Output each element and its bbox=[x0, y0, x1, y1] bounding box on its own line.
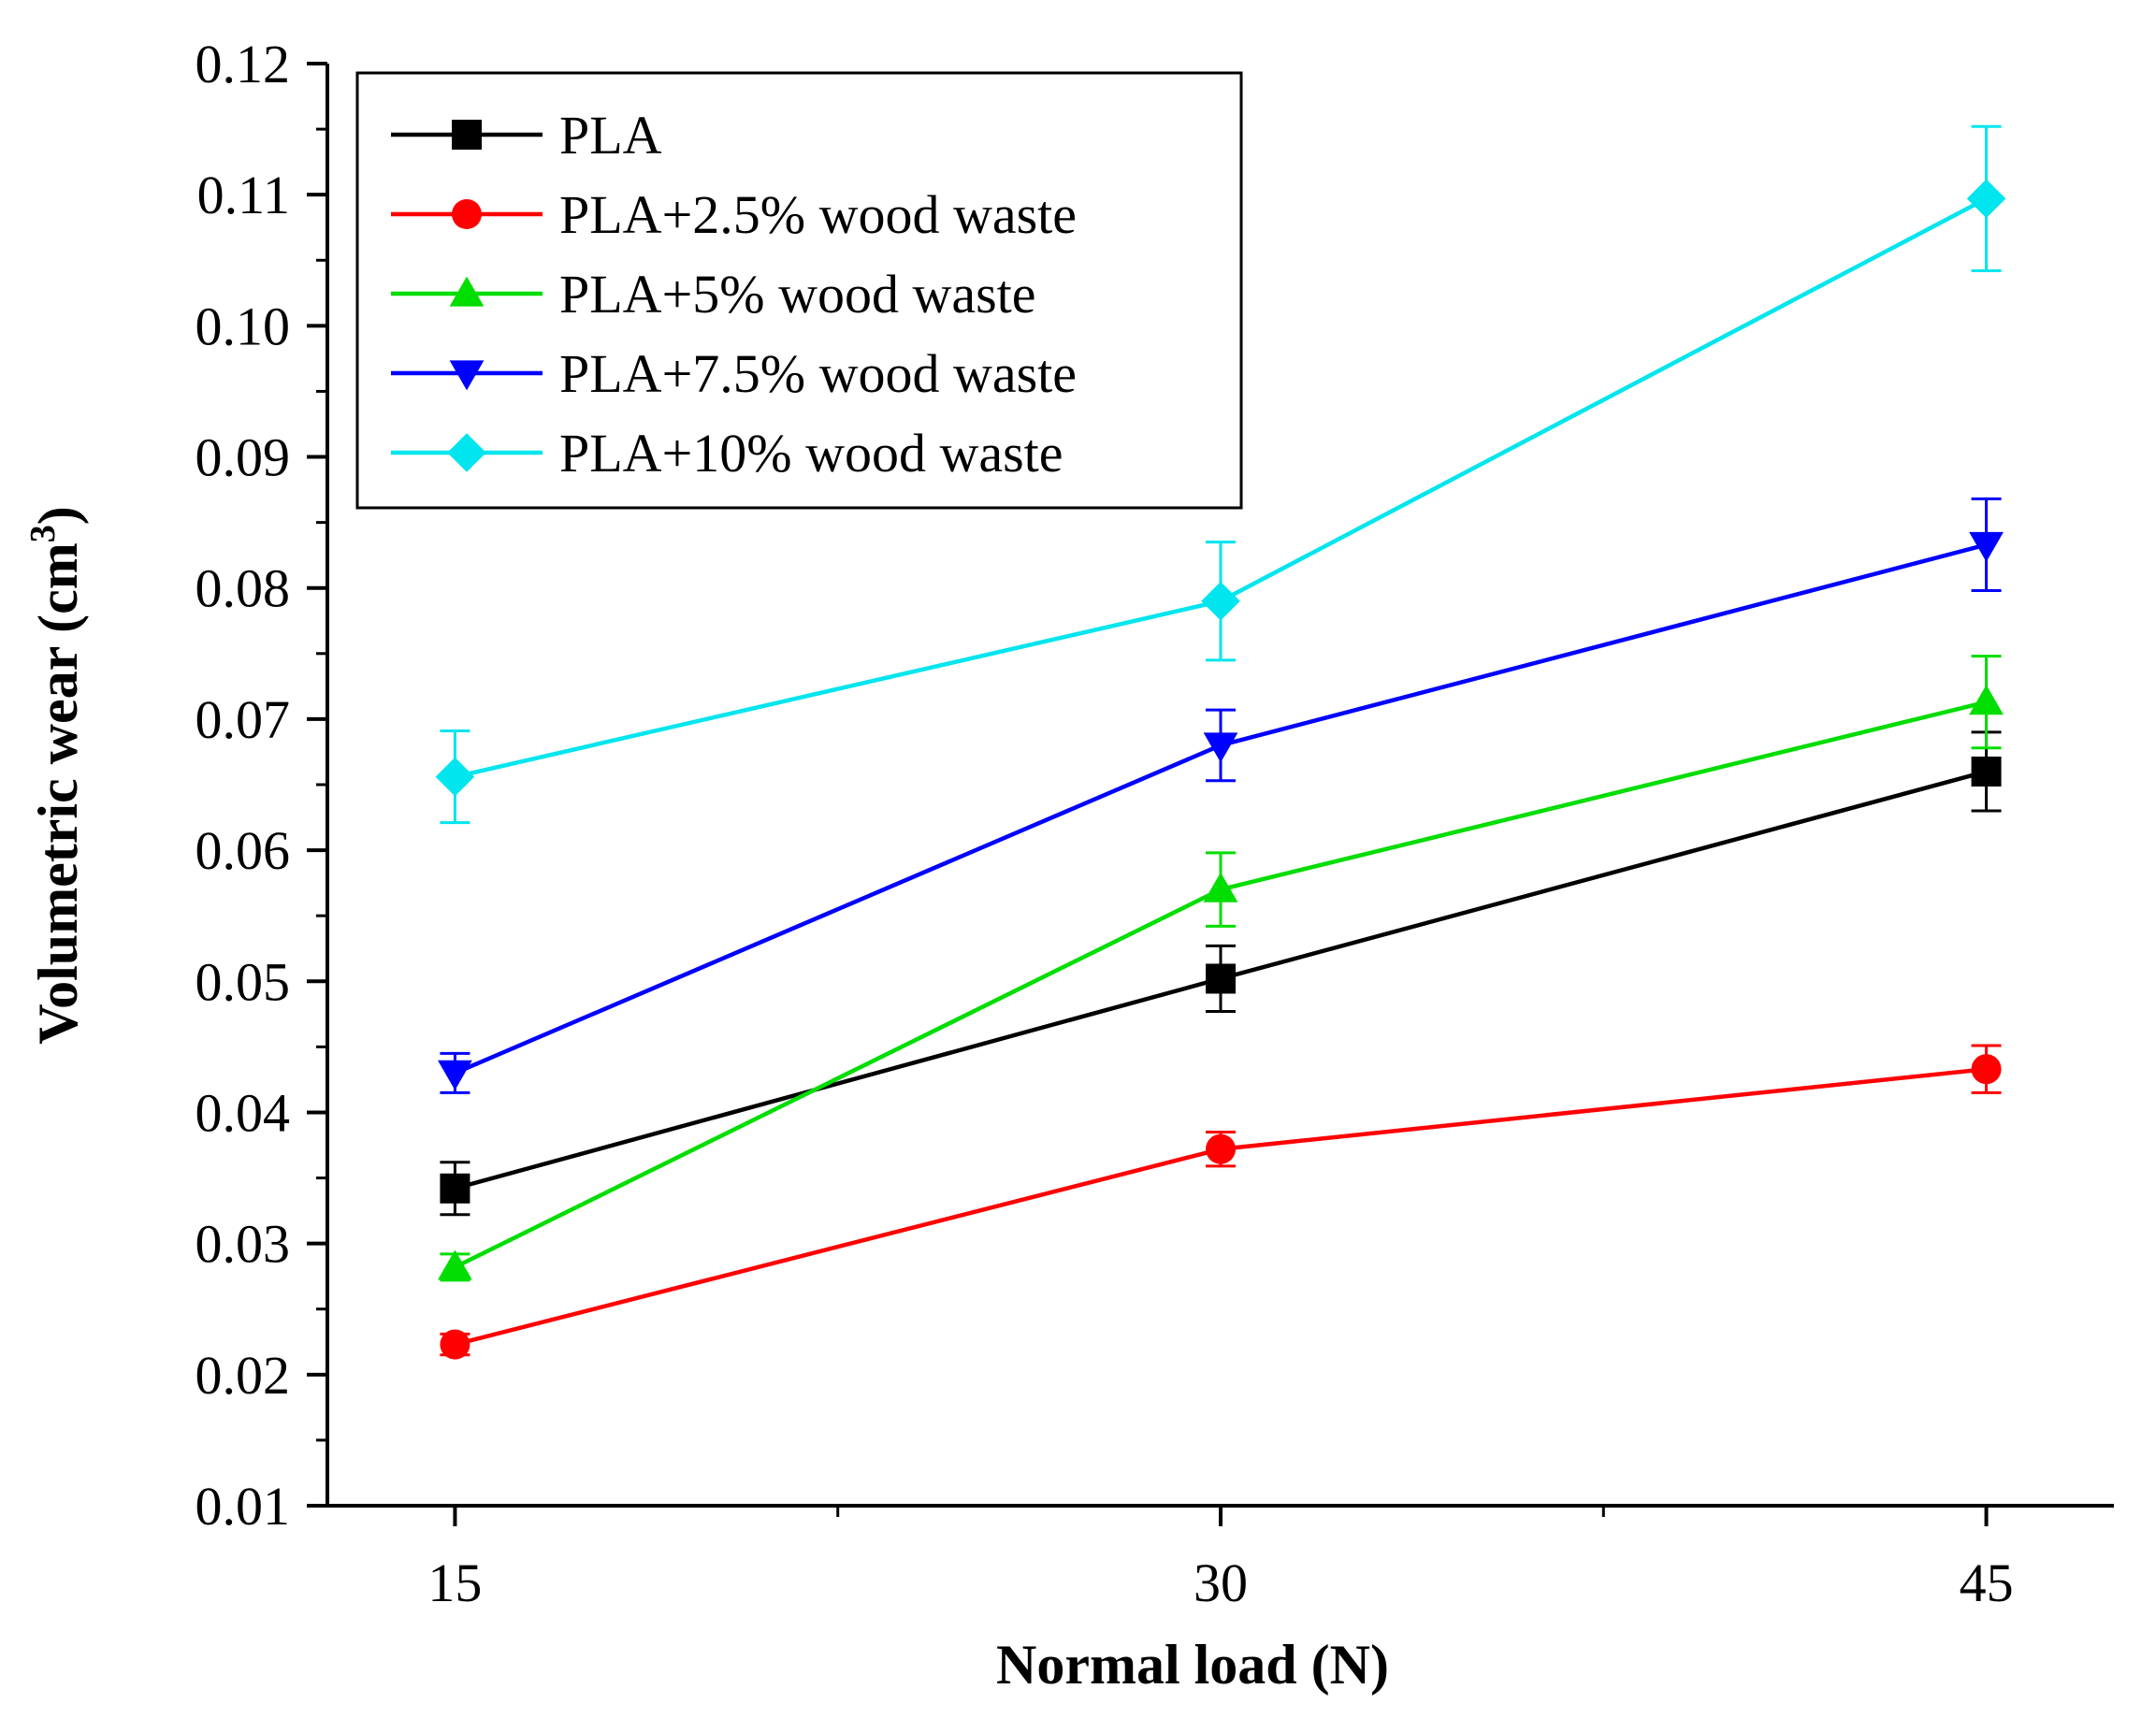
y-tick-label: 0.07 bbox=[195, 689, 291, 750]
x-tick-label: 15 bbox=[427, 1552, 482, 1613]
series-2 bbox=[438, 655, 2004, 1282]
y-tick-label: 0.11 bbox=[197, 165, 290, 225]
legend-item: PLA bbox=[391, 105, 662, 166]
data-point-marker bbox=[1969, 531, 2004, 562]
y-tick-label: 0.09 bbox=[195, 427, 291, 488]
legend-label: PLA+7.5% wood waste bbox=[559, 343, 1077, 404]
legend-marker bbox=[452, 199, 482, 229]
x-axis-ticks: 15 30 45 bbox=[427, 1506, 2014, 1613]
legend-marker bbox=[447, 433, 486, 472]
series-3 bbox=[438, 497, 2004, 1094]
legend-marker bbox=[449, 276, 485, 307]
legend-items: PLA PLA+2.5% wood waste PLA+5% wood waste P… bbox=[391, 105, 1077, 484]
legend-box bbox=[355, 71, 1243, 510]
data-point-marker bbox=[1971, 1054, 2002, 1085]
y-tick-label: 0.12 bbox=[195, 34, 291, 94]
legend-item: PLA+10% wood waste bbox=[391, 423, 1064, 484]
legend-label: PLA+2.5% wood waste bbox=[559, 184, 1077, 245]
data-point-marker bbox=[440, 1329, 470, 1360]
x-tick-label: 30 bbox=[1194, 1552, 1248, 1613]
data-point-marker bbox=[1203, 732, 1238, 763]
y-tick-label: 0.01 bbox=[195, 1476, 291, 1537]
series-4 bbox=[435, 124, 2006, 825]
data-point-marker bbox=[1969, 685, 2004, 715]
y-tick-label: 0.08 bbox=[195, 558, 291, 619]
data-point-marker bbox=[1966, 179, 2006, 219]
y-tick-label: 0.03 bbox=[195, 1214, 291, 1275]
y-tick-label: 0.02 bbox=[195, 1345, 291, 1406]
y-axis-title-superscript: 3 bbox=[23, 525, 63, 542]
data-point-marker bbox=[438, 1060, 472, 1090]
legend-label: PLA bbox=[559, 105, 662, 166]
y-tick-label: 0.10 bbox=[195, 296, 291, 356]
x-tick-label: 45 bbox=[1960, 1552, 2014, 1613]
data-point-marker bbox=[438, 1249, 472, 1280]
legend-marker bbox=[452, 120, 482, 150]
y-tick-label: 0.04 bbox=[195, 1082, 291, 1143]
legend: PLA PLA+2.5% wood waste PLA+5% wood waste P… bbox=[355, 71, 1243, 510]
data-point-marker bbox=[1203, 872, 1238, 902]
y-axis-ticks: 0.01 0.02 0.03 0.04 0.05 0.06 0.07 0.08 0.09 0.10… bbox=[195, 34, 327, 1537]
data-point-marker bbox=[1206, 1133, 1236, 1164]
y-tick-label: 0.05 bbox=[195, 951, 291, 1012]
series-1 bbox=[440, 1044, 2002, 1360]
y-axis-title: Volumetric wear (cm3) bbox=[23, 506, 89, 1044]
data-point-marker bbox=[1201, 581, 1240, 621]
legend-marker bbox=[449, 360, 485, 391]
data-point-marker bbox=[1971, 756, 2002, 787]
legend-item: PLA+2.5% wood waste bbox=[391, 184, 1077, 245]
legend-item: PLA+7.5% wood waste bbox=[391, 343, 1077, 404]
series-0 bbox=[440, 730, 2002, 1217]
legend-item: PLA+5% wood waste bbox=[391, 264, 1036, 325]
data-point-marker bbox=[440, 1173, 470, 1204]
x-axis-title: Normal load (N) bbox=[996, 1634, 1389, 1696]
y-axis-title-close: ) bbox=[27, 506, 89, 525]
data-point-marker bbox=[1206, 963, 1236, 994]
series-layer bbox=[435, 124, 2006, 1360]
legend-label: PLA+10% wood waste bbox=[559, 423, 1064, 484]
y-axis-title-main: Volumetric wear (cm bbox=[27, 542, 89, 1044]
y-tick-label: 0.06 bbox=[195, 820, 291, 881]
data-point-marker bbox=[435, 757, 475, 797]
legend-label: PLA+5% wood waste bbox=[559, 264, 1036, 325]
